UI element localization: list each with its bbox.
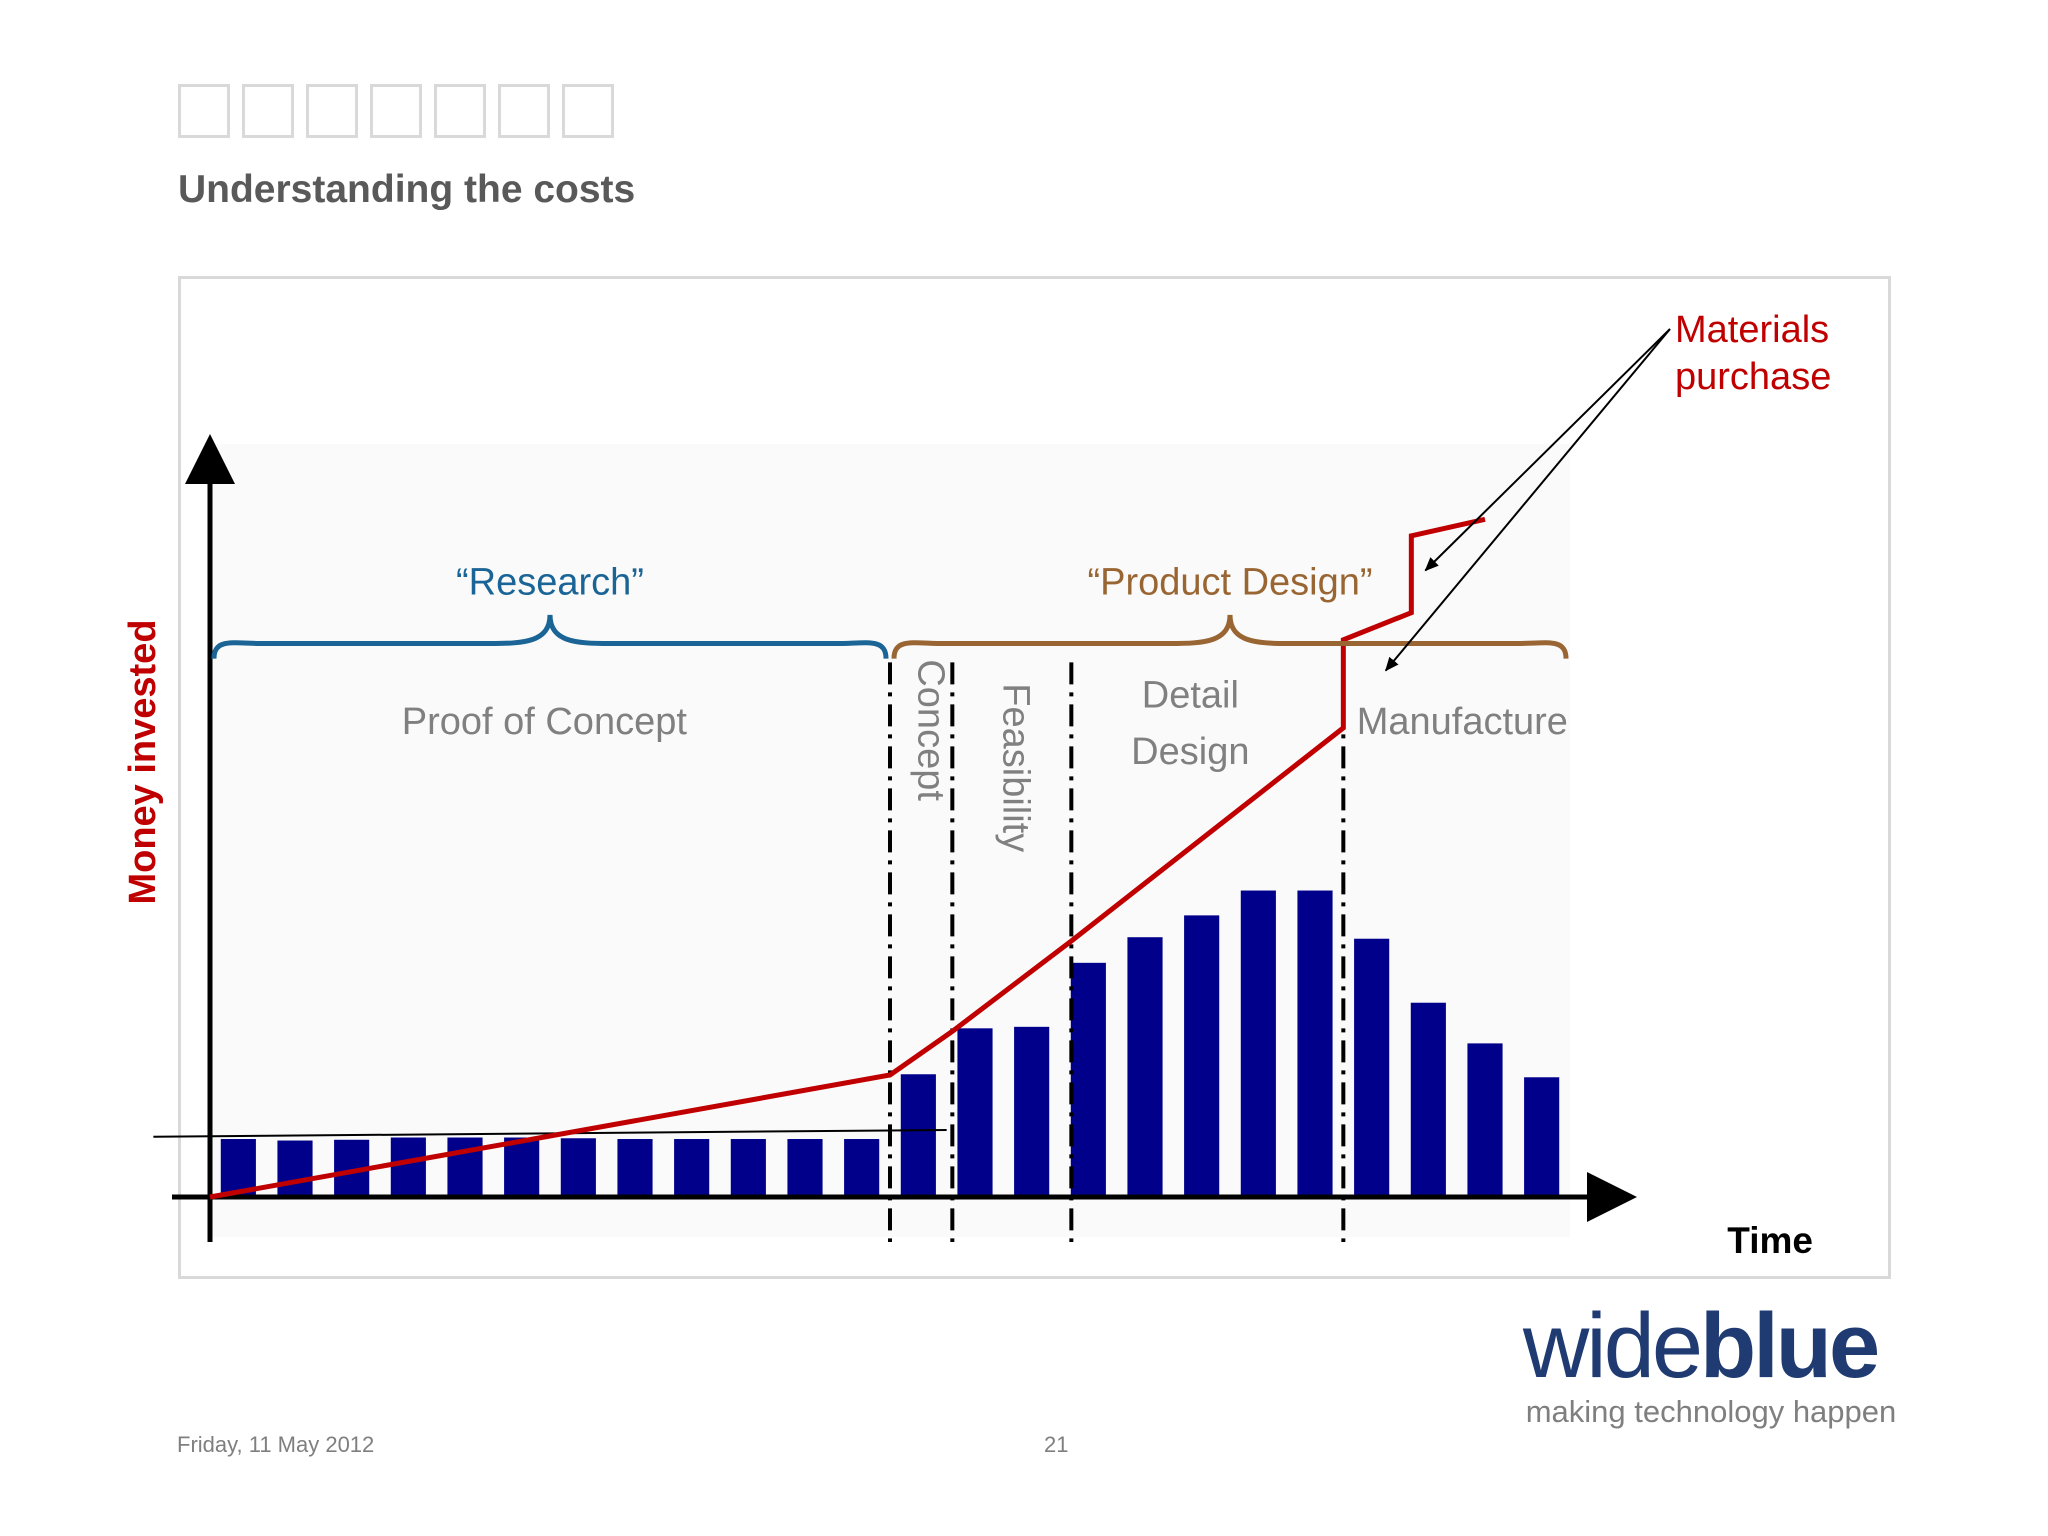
bar [447,1137,483,1197]
logo-wide-text: wide [1522,1295,1703,1397]
bar [617,1139,653,1197]
x-axis-title: Time [1727,1220,1813,1261]
page-number: 21 [1044,1432,1069,1457]
bar [1297,890,1333,1197]
title-box [434,84,486,138]
group-label: “Product Design” [1087,562,1372,604]
bar [1524,1077,1560,1197]
annotation-arrow [1424,328,1671,572]
bar [560,1138,596,1197]
bar [1354,938,1390,1197]
logo-blue-text: blue [1700,1295,1880,1397]
annotation-label: purchase [1675,356,1831,398]
title-box [178,84,230,138]
phase-label: Concept [909,659,951,801]
bar [1070,962,1106,1197]
group-brace [211,614,889,659]
bar [900,1074,936,1197]
title-box [306,84,358,138]
phase-label: Design [1131,731,1249,773]
phase-label: Manufacture [1357,701,1568,743]
bar [390,1137,426,1197]
phase-boundary-layer [888,662,1346,1242]
label-layer: “Research” “Product Design” Proof of Conce… [122,309,1831,1261]
bar [1014,1026,1050,1197]
bar [1127,937,1163,1197]
bar [277,1140,313,1197]
logo-tagline: making technology happen [1525,1394,1897,1429]
bar [957,1028,993,1197]
bar [674,1139,710,1197]
group-label: “Research” [456,562,644,604]
y-axis-title: Money invested [122,619,164,904]
title-box [498,84,550,138]
axes-layer [172,434,1637,1242]
annotation-arrow [1384,328,1671,672]
bar [844,1139,880,1197]
annotation-label: Materials [1675,309,1829,351]
phase-label: Feasibility [994,683,1036,852]
title-box [562,84,614,138]
bar [1467,1043,1503,1197]
title-placeholder-boxes [178,84,614,138]
phase-label: Detail [1142,675,1239,717]
bar [504,1137,540,1197]
bar [1240,890,1276,1197]
slide-title: Understanding the costs [178,168,636,211]
title-box [242,84,294,138]
lines-layer [153,328,1671,1200]
bar [787,1139,823,1197]
baseline-line [153,1128,947,1138]
bar [1410,1002,1446,1197]
phase-label: Proof of Concept [402,701,688,743]
bar [730,1139,766,1197]
cumulative-investment-line [209,516,1486,1200]
title-box [370,84,422,138]
bar [1184,915,1220,1197]
group-brace [891,614,1569,659]
footer-date: Friday, 11 May 2012 [177,1432,375,1457]
wideblue-logo: wideblue making technology happen [1500,1300,1900,1430]
